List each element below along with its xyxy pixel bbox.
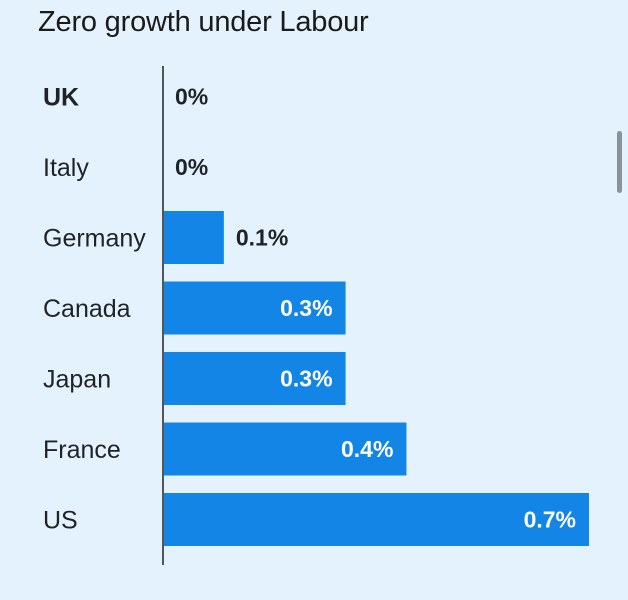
category-label-france: France [43, 436, 121, 464]
bar-canada [164, 281, 346, 335]
category-label-us: US [43, 507, 78, 535]
category-label-italy: Italy [43, 154, 89, 182]
category-label-germany: Germany [43, 225, 146, 253]
value-label-germany: 0.1% [236, 225, 288, 251]
category-label-uk: UK [43, 84, 79, 112]
category-label-japan: Japan [43, 366, 111, 394]
chart-title: Zero growth under Labour [38, 6, 369, 38]
value-label-uk: 0% [175, 84, 208, 110]
bar-germany [164, 211, 224, 264]
category-label-canada: Canada [43, 295, 131, 323]
scrollbar-thumb[interactable] [617, 131, 622, 193]
value-label-us: 0.7% [524, 507, 576, 533]
value-label-italy: 0% [175, 154, 208, 180]
value-label-japan: 0.3% [280, 366, 332, 392]
bar-us [164, 493, 589, 546]
bar-france [164, 422, 407, 476]
bar-japan [164, 352, 346, 405]
value-label-canada: 0.3% [280, 295, 332, 321]
value-label-france: 0.4% [341, 436, 393, 462]
